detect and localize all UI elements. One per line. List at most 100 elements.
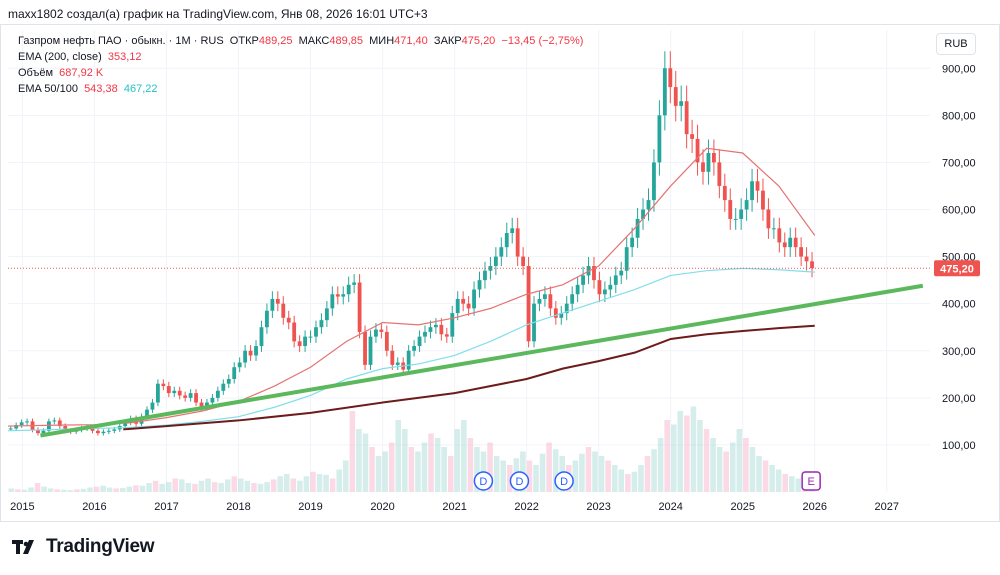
legend: Газпром нефть ПАО · обыкн. · 1M · RUS ОТ… [18,33,583,97]
candle-body [624,247,629,271]
candle-body [297,341,302,347]
volume-bar [205,478,211,492]
candle-body [433,324,438,328]
open-value: 489,25 [258,35,293,47]
candle-body [575,284,580,295]
volume-bar [552,449,559,492]
volume-bar [441,447,447,492]
ema50100-row[interactable]: EMA 50/100 543,38 467,22 [18,81,583,97]
volume-bar [493,456,500,492]
volume-bar [41,486,47,492]
candle-body [777,228,782,243]
volume-bar [421,442,428,492]
volume-bar [743,438,749,492]
volume-bar [106,487,113,492]
candle-body [384,331,389,351]
candle-body [461,298,466,304]
candle-body [286,317,291,323]
volume-bar [323,474,329,492]
candle-body [597,280,602,295]
volume-bar [592,451,598,492]
high-label: МАКС [298,35,330,47]
candle-body [602,289,607,295]
volume-bar [375,456,382,492]
x-tick-label: 2018 [226,501,250,513]
x-tick-label: 2024 [658,501,682,513]
volume-bar [625,474,631,492]
candle-body [679,101,684,106]
last-price-badge [934,260,980,277]
candle-body [221,383,226,391]
y-tick-label: 400,00 [942,299,976,311]
candle-body [25,421,29,423]
currency-button[interactable]: RUB [936,33,976,55]
volume-bar [638,465,644,492]
candle-body [782,242,787,248]
candle-body [199,402,204,408]
candle-body [510,228,515,234]
volume-bar [546,442,552,492]
volume-bar [408,447,415,492]
candle-body [739,209,744,219]
candle-body [346,284,351,295]
volume-bar [749,447,756,492]
volume-bar [664,420,670,492]
volume-bar [631,471,638,492]
volume-bar [657,438,664,492]
candle-body [259,327,264,347]
volume-bar [218,483,224,492]
candle-body [690,134,695,139]
candle-body [19,422,24,426]
volume-bar [28,487,34,492]
candle-body [695,138,700,163]
ema200-label: EMA (200, close) [18,51,102,63]
candle-body [145,409,149,417]
y-tick-label: 900,00 [942,63,976,75]
trend-line [40,283,924,438]
candle-body [106,430,111,432]
x-tick-label: 2027 [875,501,899,513]
event-label: D [479,476,487,488]
volume-bar [651,449,657,492]
volume-bar [611,465,618,492]
high-value: 489,85 [329,35,363,47]
candle-body [123,422,128,427]
candle-body [717,162,722,186]
candle-body [755,181,760,191]
symbol-name[interactable]: Газпром нефть ПАО · обыкн. · 1M · RUS [18,35,224,47]
candle-body [635,218,640,238]
candle-body [172,390,177,394]
candle-body [630,237,635,248]
volume-bar [80,488,87,492]
candle-body [46,421,51,431]
volume-bar [100,485,106,492]
ema200-value: 353,12 [107,51,142,63]
ema200-row[interactable]: EMA (200, close) 353,12 [18,49,583,65]
candle-body [477,280,482,290]
candle-body [390,350,395,365]
volume-bar [283,474,290,492]
volume-bar [297,480,303,492]
ema200-line [123,324,815,431]
volume-bar [729,442,736,492]
candle-body [761,190,765,210]
candle-body [750,181,754,201]
candle-body [592,266,596,281]
candle-body [254,346,258,356]
volume-bar [710,438,716,492]
volume-row[interactable]: Объём 687,92 K [18,65,583,81]
candle-body [543,294,547,299]
candle-body [657,115,662,163]
volume-bar [47,488,54,492]
volume-bar [54,489,60,492]
volume-bar [703,429,710,492]
candle-body [423,331,427,337]
volume-bar [303,476,310,492]
tradingview-brand[interactable]: TradingView [12,536,155,558]
volume-bar [277,476,283,492]
volume-bar [598,456,605,492]
candle-body [335,294,340,297]
candle-body [36,429,40,434]
volume-bar [644,456,651,492]
